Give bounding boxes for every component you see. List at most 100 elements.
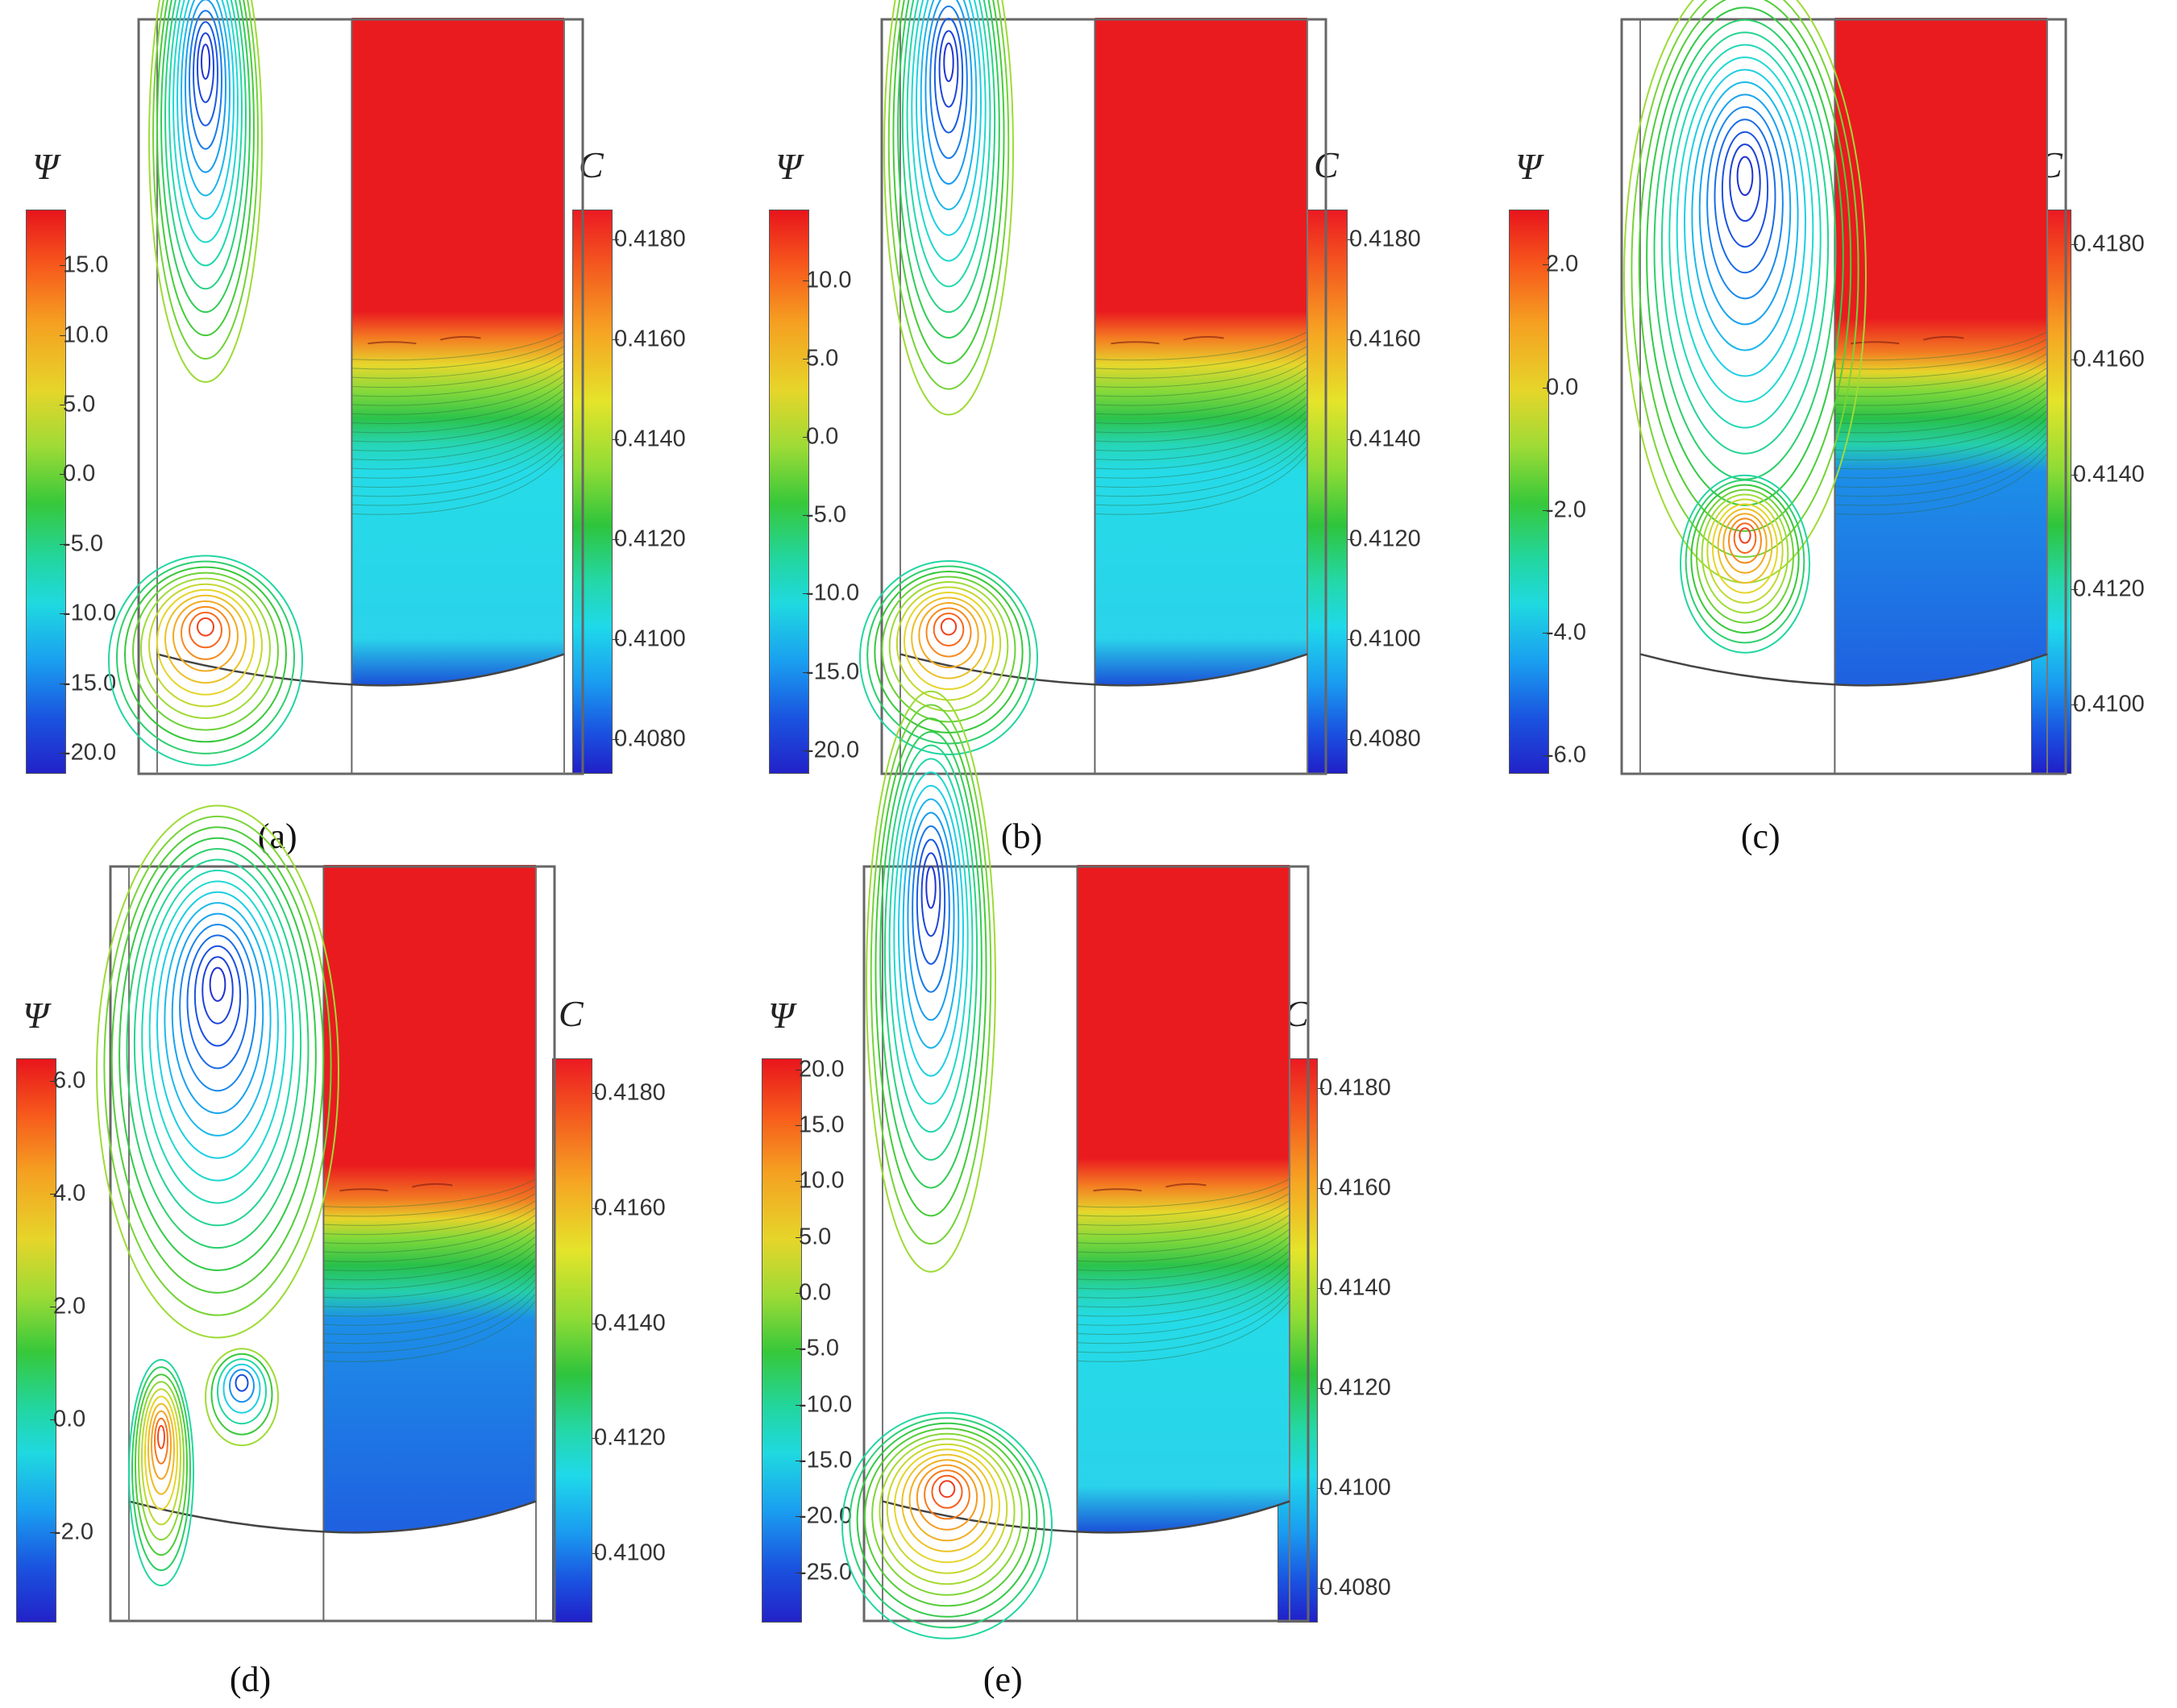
iso-concentration-line <box>323 1236 537 1281</box>
streamline <box>168 0 243 267</box>
psi-symbol: Ψ <box>768 995 795 1036</box>
iso-concentration-line <box>1095 409 1308 461</box>
c-tick-mark <box>1318 1188 1324 1190</box>
iso-concentration-line <box>1077 1264 1290 1317</box>
streamline <box>1623 0 1867 584</box>
c-colorbar <box>552 1058 592 1623</box>
concentration-field <box>1077 865 1290 1533</box>
crucible-figure <box>841 690 1310 1639</box>
c-tick-mark <box>1348 538 1354 540</box>
streamline <box>229 1369 255 1403</box>
streamline <box>871 1432 1023 1596</box>
melt-interface <box>882 1500 1290 1534</box>
streamline <box>144 1395 178 1511</box>
streamline <box>866 690 996 1273</box>
streamline <box>1696 488 1794 624</box>
psi-tick-mark <box>796 1516 802 1518</box>
c-tick-label: 0.4140 <box>1349 426 1421 452</box>
concentration-field <box>323 865 536 1533</box>
psi-colorbar <box>769 210 809 774</box>
c-tick-label: 0.4160 <box>1319 1174 1391 1201</box>
streamline <box>911 0 987 262</box>
streamline <box>132 571 279 731</box>
iso-concentration-line <box>1077 1214 1290 1253</box>
c-tick-mark <box>613 638 619 640</box>
crucible-figure <box>859 0 1327 775</box>
psi-tick-mark <box>50 1081 56 1082</box>
streamline <box>1729 143 1761 222</box>
streamline <box>126 848 310 1249</box>
iso-concentration-line <box>1077 1271 1290 1326</box>
psi-tick-mark <box>1543 387 1549 389</box>
c-tick-label: 0.4100 <box>594 1540 666 1566</box>
streamline <box>96 804 339 1339</box>
iso-concentration-line <box>1834 396 2048 443</box>
iso-concentration-line <box>323 1250 537 1299</box>
iso-concentration-line <box>1834 381 2048 425</box>
psi-colorbar <box>26 210 66 774</box>
c-tick-mark <box>613 239 619 241</box>
iso-concentration-line <box>1095 446 1308 506</box>
streamline <box>1714 118 1776 274</box>
streamline <box>1739 527 1751 544</box>
streamline <box>189 10 222 150</box>
iso-concentration-line <box>351 389 565 434</box>
streamline <box>141 869 294 1204</box>
psi-tick-mark <box>803 671 809 673</box>
iso-concentration-line <box>351 396 565 443</box>
iso-concentration-line <box>1077 1178 1290 1208</box>
streamline <box>904 592 994 690</box>
streamline <box>908 1459 986 1542</box>
crucible-outer-wall <box>880 18 1327 775</box>
streamline <box>186 934 249 1070</box>
streamline <box>870 704 992 1245</box>
psi-tick-label: 0.0 <box>806 423 839 450</box>
c-tick-mark <box>2071 359 2078 360</box>
psi-tick-label: 0.0 <box>799 1279 832 1306</box>
streamline <box>1706 106 1784 300</box>
streamline <box>907 812 955 1021</box>
crucible-figure <box>96 804 556 1623</box>
c-tick-label: 0.4180 <box>1319 1074 1391 1101</box>
psi-tick-mark <box>803 515 809 517</box>
iso-concentration-line <box>323 1214 537 1253</box>
psi-tick-mark <box>803 436 809 438</box>
iso-concentration-line <box>323 1286 537 1344</box>
streamline <box>133 858 302 1227</box>
streamline <box>895 586 1002 701</box>
concentration-field <box>1834 18 2047 686</box>
c-tick-label: 0.4100 <box>614 625 686 652</box>
streamline <box>898 784 964 1077</box>
streamline <box>177 0 235 220</box>
iso-concentration-line <box>323 1243 537 1290</box>
psi-tick-mark <box>1543 264 1549 266</box>
iso-concentration-line <box>1834 424 2048 479</box>
iso-concentration-line <box>1095 389 1308 434</box>
streamline <box>193 945 242 1047</box>
iso-concentration-line <box>1077 1286 1290 1344</box>
c-tick-label: 0.4180 <box>1349 226 1421 252</box>
iso-concentration-line <box>1834 453 2048 515</box>
streamline <box>217 1358 267 1425</box>
psi-tick-mark <box>60 613 66 615</box>
streamline <box>128 1359 194 1586</box>
streamline <box>925 866 937 909</box>
iso-concentration-line <box>1077 1207 1290 1245</box>
psi-tick-label: -5.0 <box>63 530 103 557</box>
psi-tick-label: -10.0 <box>63 600 117 626</box>
streamline <box>933 613 965 646</box>
c-tick-mark <box>2071 474 2078 476</box>
panel-label: (b) <box>1000 817 1043 856</box>
streamline <box>1638 0 1852 532</box>
c-tick-label: 0.4120 <box>614 526 686 552</box>
streamline <box>141 1388 181 1526</box>
streamline <box>189 611 222 649</box>
streamline <box>222 1363 261 1414</box>
c-tick-label: 0.4160 <box>614 326 686 352</box>
iso-concentration-line <box>1077 1243 1290 1290</box>
iso-concentration-line <box>323 1228 537 1272</box>
psi-tick-mark <box>60 474 66 476</box>
streamline <box>938 30 959 108</box>
psi-tick-label: -2.0 <box>1546 497 1586 523</box>
streamline <box>1676 56 1814 403</box>
